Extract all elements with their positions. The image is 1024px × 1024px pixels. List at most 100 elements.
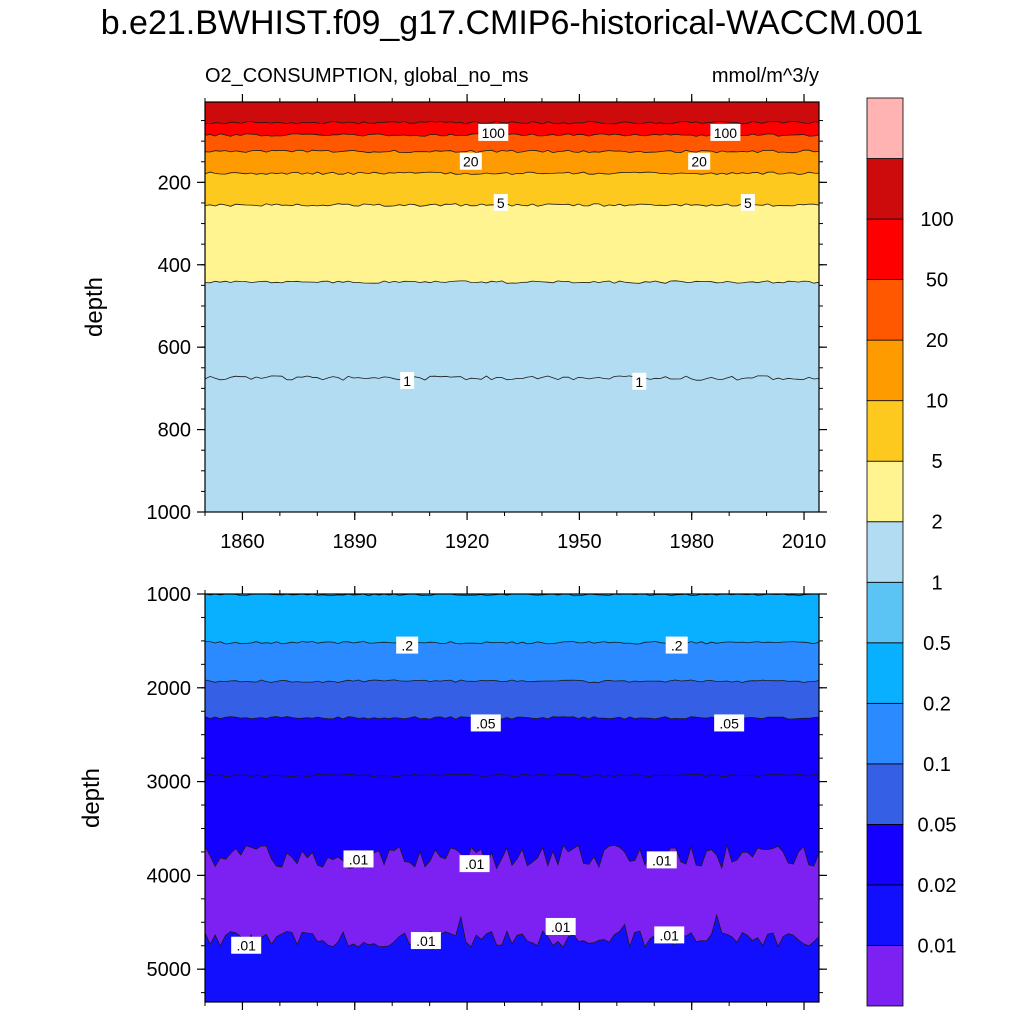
contour-line <box>204 280 820 284</box>
contour-label-text: .2 <box>401 638 413 654</box>
contour-label: .01 <box>343 850 374 868</box>
contour-label-box <box>710 123 741 141</box>
colorbar-label: 0.2 <box>923 693 951 715</box>
contour-label: 5 <box>493 193 508 211</box>
colorbar-label: 5 <box>931 451 942 473</box>
contour-label-box <box>654 926 685 944</box>
colorbar-label: 20 <box>926 330 948 352</box>
contour-label-box <box>545 917 576 935</box>
contour-label-text: .01 <box>416 933 436 949</box>
contour-label-box <box>478 123 509 141</box>
contour-label-text: .05 <box>476 715 496 731</box>
contour-label-box <box>343 850 374 868</box>
colorbar-swatch <box>866 460 904 523</box>
contour-label-text: .01 <box>551 919 571 935</box>
lower-panel: 1000 2000 3000 4000 5000 .2 .2 .05 .05 .01 .01 .01… <box>78 584 827 1010</box>
x-tick-label: 1980 <box>669 531 714 553</box>
contour-label: .01 <box>231 936 262 954</box>
y-tick-label: 2000 <box>147 678 192 700</box>
colorbar-swatch <box>866 521 904 583</box>
colorbar: 0.01 0.02 0.05 0.1 0.2 0.5 1 2 5 10 20 50 100 <box>866 97 957 1007</box>
contour-label-text: 1 <box>403 373 411 389</box>
contour-line <box>204 203 820 207</box>
colorbar-swatch <box>866 400 904 462</box>
colorbar-swatch <box>866 97 904 159</box>
contour-label-text: 100 <box>714 125 738 141</box>
contour-line <box>204 773 820 778</box>
contour-line <box>204 149 820 154</box>
colorbar-swatch <box>866 581 904 644</box>
x-tick-label: 1920 <box>445 531 490 553</box>
colorbar-label: 0.05 <box>918 814 957 836</box>
contour-label: .01 <box>410 932 441 950</box>
contour-label: .01 <box>459 855 490 873</box>
contour-label: .2 <box>665 636 688 654</box>
contour-label-text: 20 <box>463 154 479 170</box>
colorbar-label: 1 <box>931 572 942 594</box>
contour-label: .01 <box>654 926 685 944</box>
contour-label-text: .2 <box>671 638 683 654</box>
colorbar-label: 0.02 <box>918 875 957 897</box>
units-string: mmol/m^3/y <box>712 65 819 87</box>
colorbar-swatch <box>866 884 904 946</box>
colorbar-label: 0.01 <box>918 935 957 957</box>
contour-line <box>204 679 820 683</box>
contour-label-box <box>646 851 677 869</box>
contour-label: 100 <box>710 123 741 141</box>
contour-band <box>205 844 819 948</box>
contour-label: .2 <box>396 636 419 654</box>
colorbar-label: 10 <box>926 391 948 413</box>
contour-label-text: .01 <box>349 851 369 867</box>
colorbar-swatch <box>866 279 904 341</box>
x-tick-label: 1860 <box>220 531 265 553</box>
figure-title: b.e21.BWHIST.f09_g17.CMIP6-historical-WA… <box>101 4 924 42</box>
colorbar-label: 100 <box>920 209 953 231</box>
contour-label-box <box>714 714 745 732</box>
contour-band <box>205 102 819 124</box>
upper-y-axis-label: depth <box>81 277 108 337</box>
contour-line <box>204 641 820 645</box>
contour-label: 1 <box>632 372 647 390</box>
contour-label-box <box>396 636 419 654</box>
contour-label: 100 <box>478 123 509 141</box>
contour-label: .01 <box>545 917 576 935</box>
contour-label-box <box>459 855 490 873</box>
y-tick-label: 5000 <box>147 959 192 981</box>
contour-label-text: .05 <box>719 715 739 731</box>
colorbar-swatch <box>866 824 904 886</box>
contour-label-box <box>493 193 508 211</box>
colorbar-swatch <box>866 339 904 402</box>
contour-label-box <box>410 932 441 950</box>
contour-label-text: 20 <box>691 154 707 170</box>
upper-plot-frame <box>204 101 820 513</box>
contour-label-box <box>400 371 415 389</box>
contour-label-box <box>459 152 482 170</box>
y-tick-label: 400 <box>158 255 191 277</box>
contour-label-box <box>688 152 711 170</box>
colorbar-label: 0.1 <box>923 754 951 776</box>
contour-label: 5 <box>740 193 755 211</box>
contour-line <box>204 171 820 176</box>
contour-label-box <box>231 936 262 954</box>
colorbar-swatch <box>866 763 904 825</box>
colorbar-swatch <box>866 702 904 765</box>
contour-label-text: 5 <box>497 195 505 211</box>
contour-label-text: 5 <box>744 195 752 211</box>
y-tick-label: 200 <box>158 172 191 194</box>
colorbar-label: 2 <box>931 512 942 534</box>
contour-line <box>204 913 820 949</box>
contour-label: .05 <box>714 714 745 732</box>
colorbar-label: 50 <box>926 270 948 292</box>
left-string: O2_CONSUMPTION, global_no_ms <box>205 65 528 87</box>
contour-label: 1 <box>400 371 415 389</box>
colorbar-swatch <box>866 945 904 1007</box>
contour-label: .05 <box>470 714 501 732</box>
x-tick-label: 1890 <box>333 531 378 553</box>
y-tick-label: 1000 <box>147 584 192 606</box>
y-tick-label: 3000 <box>147 772 192 794</box>
contour-line <box>204 375 820 381</box>
contour-label-text: 1 <box>635 374 643 390</box>
colorbar-swatch <box>866 218 904 280</box>
y-tick-label: 1000 <box>147 502 192 524</box>
